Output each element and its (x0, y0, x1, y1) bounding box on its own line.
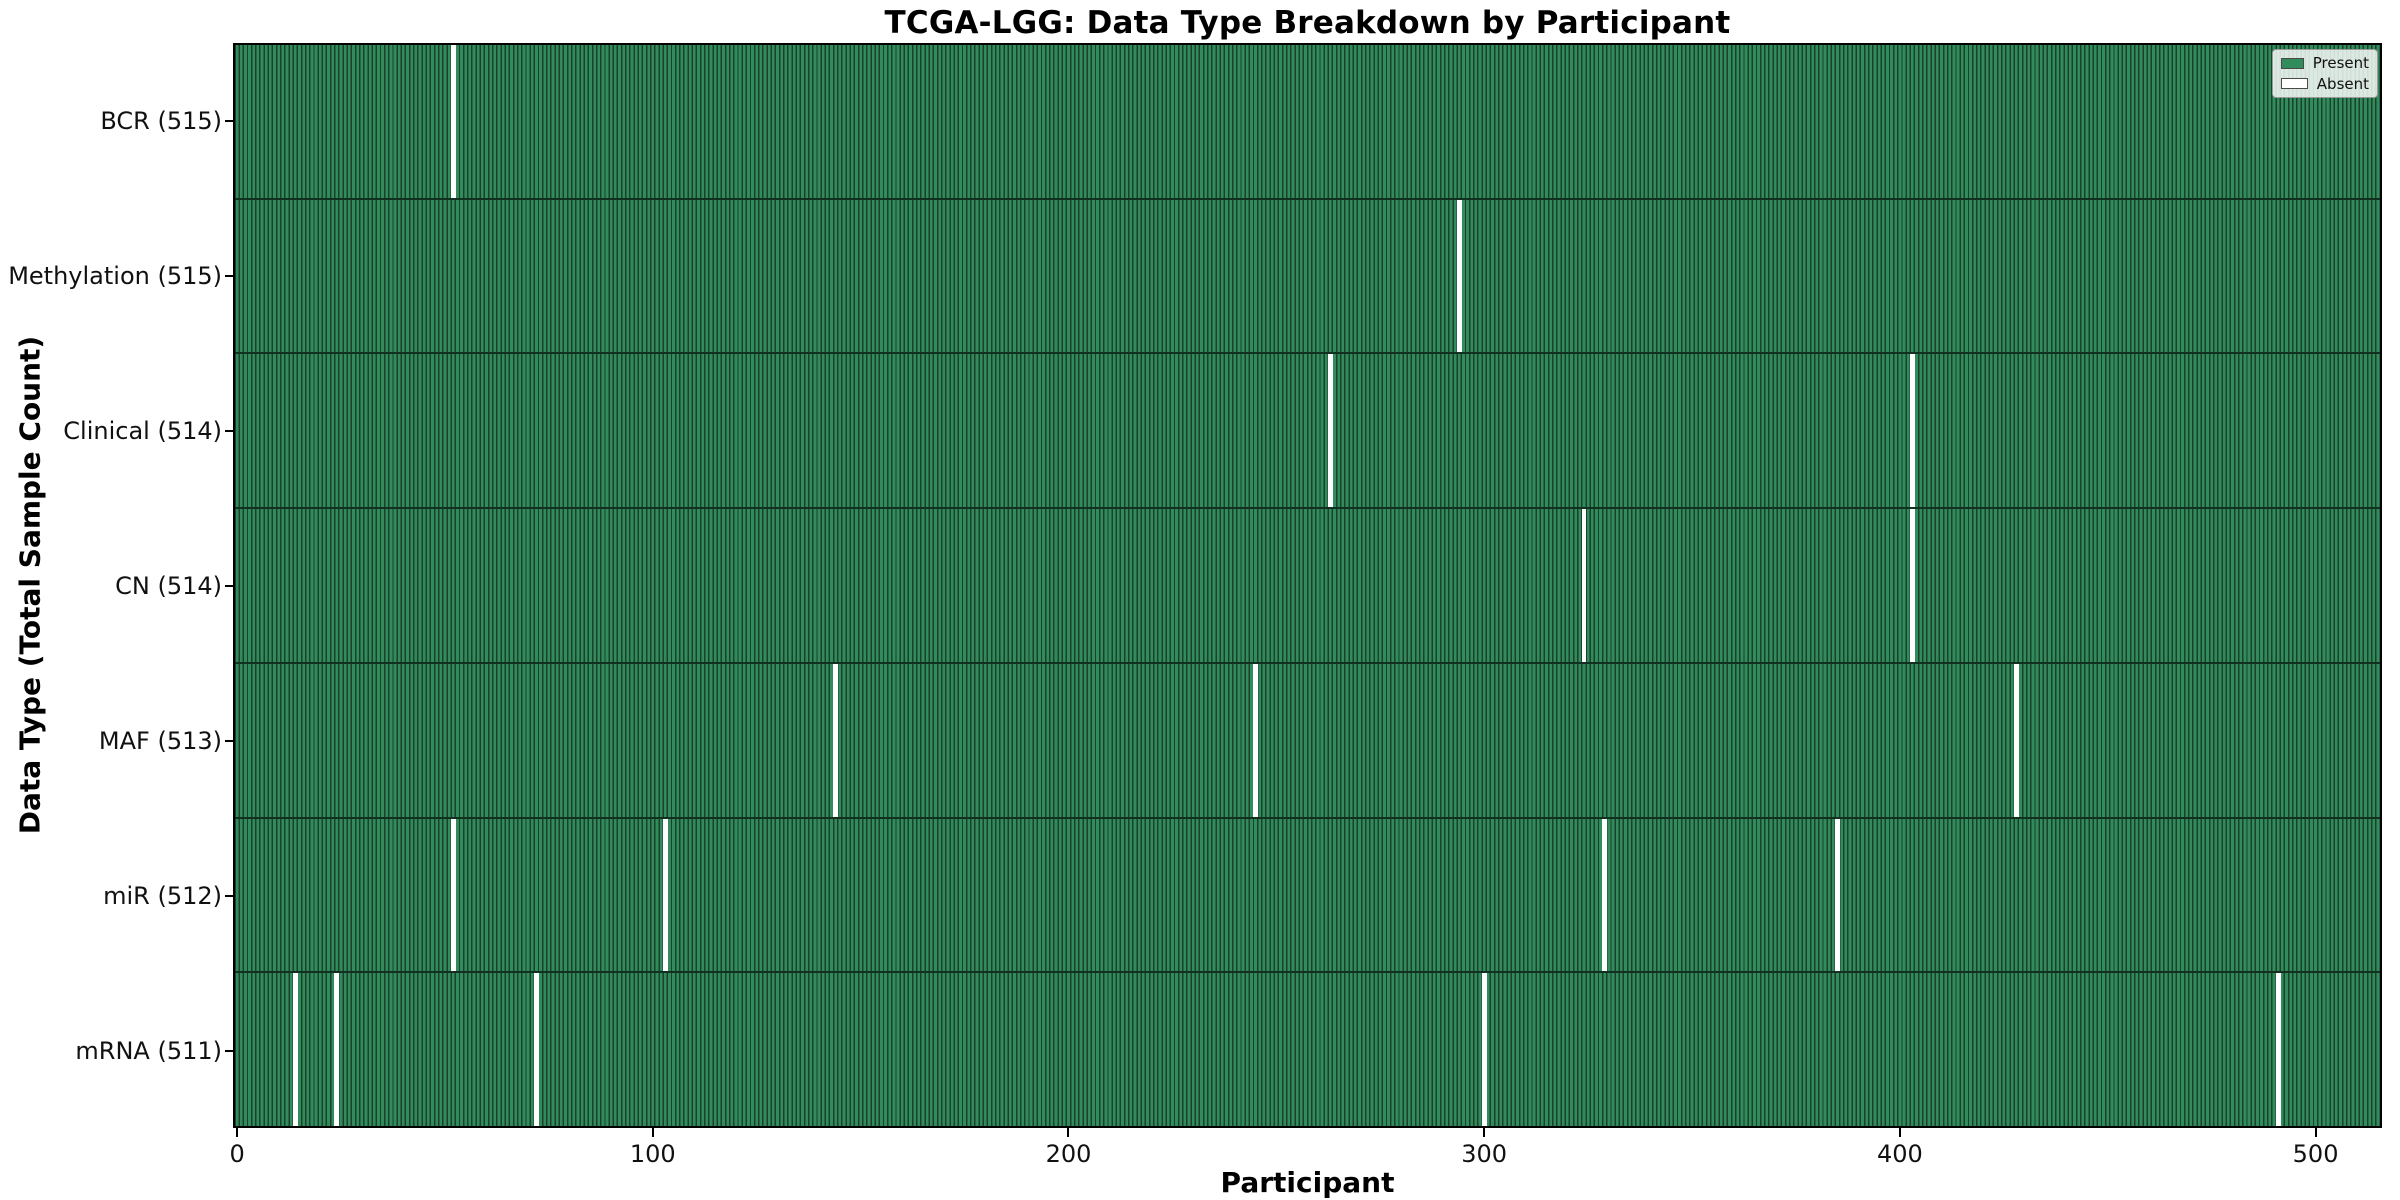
x-tick-mark (1483, 1128, 1486, 1137)
absent-gap (2275, 973, 2281, 1127)
absent-gap (1909, 354, 1915, 508)
y-tick-mark (225, 274, 233, 277)
row-Clinical (235, 354, 2380, 510)
absent-gap (662, 818, 668, 972)
absent-gap (450, 45, 456, 198)
row-MAF (235, 663, 2380, 819)
absent-gap (1327, 354, 1333, 508)
x-tick-mark (651, 1128, 654, 1137)
y-tick-label: miR (512) (103, 881, 222, 910)
y-tick-label: Clinical (514) (63, 416, 222, 445)
legend: Present Absent (2272, 49, 2378, 98)
y-tick-label: BCR (515) (100, 106, 222, 135)
legend-entry-present: Present (2281, 55, 2369, 72)
row-Methylation (235, 199, 2380, 355)
absent-gap (1456, 199, 1462, 353)
absent-gap (1581, 509, 1587, 662)
absent-gap (1253, 663, 1258, 817)
present-swatch-icon (2281, 57, 2304, 69)
absent-gap (292, 973, 298, 1127)
x-tick-mark (1067, 1128, 1070, 1137)
row-BCR (235, 45, 2380, 200)
absent-gap (450, 818, 456, 972)
plot-area (233, 43, 2382, 1128)
x-tick-mark (236, 1128, 239, 1137)
absent-gap (534, 973, 539, 1127)
chart-title: TCGA-LGG: Data Type Breakdown by Partici… (884, 5, 1731, 41)
legend-label: Absent (2316, 74, 2369, 93)
x-tick-mark (1898, 1128, 1901, 1137)
y-tick-label: mRNA (511) (75, 1036, 222, 1065)
x-tick-label: 200 (1045, 1140, 1092, 1168)
absent-gap (1909, 509, 1915, 662)
y-tick-mark (225, 584, 233, 587)
y-tick-mark (225, 1049, 233, 1052)
x-tick-label: 400 (1876, 1140, 1923, 1168)
absent-gap (833, 663, 839, 817)
x-tick-label: 0 (229, 1140, 245, 1168)
absent-gap (1602, 818, 1608, 972)
absent-gap (334, 973, 340, 1127)
y-tick-label: MAF (513) (98, 726, 222, 755)
y-tick-mark (225, 894, 233, 897)
absent-gap (1481, 973, 1487, 1127)
y-tick-label: CN (514) (115, 571, 222, 600)
absent-swatch-icon (2281, 78, 2308, 90)
x-axis-title: Participant (1220, 1166, 1395, 1199)
row-CN (235, 509, 2380, 664)
y-tick-labels: BCR (515) Methylation (515) Clinical (514)… (0, 43, 222, 1128)
row-miR (235, 818, 2380, 974)
row-mRNA (235, 973, 2380, 1127)
y-tick-mark (225, 119, 233, 122)
legend-entry-absent: Absent (2281, 74, 2369, 93)
y-tick-mark (225, 429, 233, 432)
x-tick-mark (2314, 1128, 2317, 1137)
legend-label: Present (2312, 54, 2369, 72)
absent-gap (1835, 818, 1840, 972)
x-tick-label: 100 (629, 1140, 676, 1168)
x-tick-label: 300 (1461, 1140, 1508, 1168)
y-tick-label: Methylation (515) (8, 261, 222, 290)
x-tick-label: 500 (2292, 1140, 2339, 1168)
absent-gap (2013, 663, 2019, 817)
y-tick-mark (225, 739, 233, 742)
